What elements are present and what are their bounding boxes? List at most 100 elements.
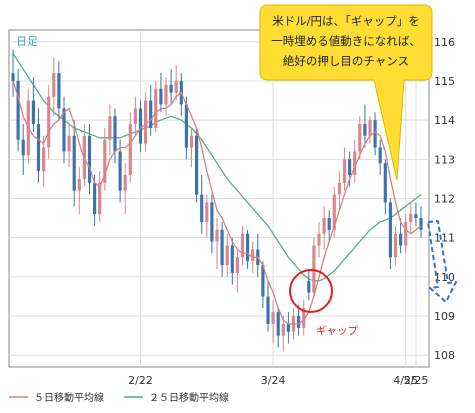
callout-line-1: 米ドル/円は、「ギャップ」を (272, 14, 420, 28)
candle-body-64 (337, 182, 341, 195)
candle-body-52 (276, 312, 280, 336)
candles-layer (11, 49, 423, 352)
candle-body-60 (317, 233, 321, 246)
candle-body-27 (149, 100, 153, 128)
candle-body-46 (246, 233, 250, 262)
candle-body-41 (220, 229, 224, 266)
candle-body-70 (368, 120, 372, 136)
ma25-line (12, 53, 422, 282)
candle-body-79 (414, 214, 418, 219)
candle-body-35 (189, 135, 194, 148)
candle-body-47 (251, 249, 255, 262)
candle-body-15 (87, 135, 92, 183)
candle-body-34 (184, 104, 188, 148)
legend-ma25-label: ２５日移動平均線 (149, 391, 229, 404)
candle-body-40 (215, 229, 219, 242)
candle-body-25 (138, 108, 143, 144)
candle-body-59 (312, 245, 316, 293)
candle-body-23 (128, 124, 132, 175)
candle-body-0 (11, 73, 15, 81)
candle-body-37 (200, 194, 204, 223)
timeframe-label: 日足 (16, 35, 38, 48)
candle-body-18 (103, 139, 107, 183)
candle-body-53 (281, 323, 285, 336)
candle-body-6 (42, 147, 46, 172)
y-axis: 108 109 110 111 112 113 114 115 116 (434, 36, 455, 362)
candle-body-4 (31, 100, 35, 125)
candle-body-51 (271, 312, 275, 324)
candle-body-66 (348, 159, 352, 175)
candle-body-29 (159, 88, 163, 105)
y-tick-label-108: 108 (434, 349, 455, 362)
candle-body-20 (113, 116, 117, 152)
candle-body-76 (399, 233, 403, 246)
y-tick-label-114: 114 (434, 114, 455, 127)
candle-body-22 (123, 174, 127, 191)
candle-body-36 (195, 135, 199, 195)
candle-body-49 (261, 265, 265, 297)
candle-body-26 (144, 100, 148, 144)
candle-body-78 (409, 214, 413, 223)
candle-body-74 (388, 202, 392, 258)
candle-body-10 (62, 108, 66, 152)
callout-line-2: 一時埋める値動きになれば、 (271, 34, 421, 48)
x-tick-label-0: 2/22 (128, 374, 153, 387)
candle-body-75 (393, 233, 398, 258)
candle-body-54 (286, 323, 290, 332)
candle-body-30 (164, 84, 168, 105)
y-tick-label-116: 116 (434, 36, 455, 49)
candle-body-56 (297, 316, 301, 328)
candle-body-65 (342, 159, 347, 183)
candle-body-19 (108, 116, 112, 140)
gap-highlight-circle (289, 269, 333, 313)
candle-body-5 (36, 124, 41, 172)
candle-body-12 (72, 135, 76, 191)
ma5-line (12, 80, 422, 325)
candle-body-16 (93, 182, 97, 215)
candle-body-9 (57, 73, 61, 109)
candle-body-72 (378, 147, 382, 164)
grid-lines (9, 30, 429, 367)
y-tick-label-111: 111 (434, 232, 455, 245)
y-tick-label-109: 109 (434, 310, 455, 323)
candle-body-61 (322, 218, 326, 234)
candle-body-67 (353, 151, 357, 175)
x-axis: 2/22 3/24 4/255/25 (128, 374, 428, 387)
candle-body-11 (67, 135, 71, 152)
candle-body-43 (230, 245, 234, 273)
candle-body-69 (363, 124, 367, 136)
gap-label: ギャップ (316, 325, 358, 337)
callout-bubble (259, 4, 433, 181)
candle-body-73 (383, 163, 387, 203)
candle-body-63 (332, 194, 336, 230)
legend-ma5-label: ５日移動平均線 (34, 391, 104, 404)
candle-body-39 (210, 202, 214, 242)
candle-body-2 (21, 139, 25, 156)
ma5-layer (12, 80, 422, 325)
y-tick-label-110: 110 (434, 271, 455, 284)
candle-body-42 (225, 245, 229, 266)
candle-body-80 (419, 218, 423, 230)
candle-body-71 (373, 120, 377, 148)
candle-body-38 (205, 202, 209, 223)
candle-body-17 (98, 182, 102, 215)
candle-body-8 (52, 73, 56, 97)
candle-body-7 (47, 96, 51, 148)
candle-body-28 (154, 88, 158, 128)
candle-body-58 (307, 280, 311, 293)
candle-body-50 (266, 296, 270, 324)
forecast-arrow (427, 220, 457, 303)
candle-body-77 (404, 222, 408, 246)
candle-body-21 (118, 151, 122, 191)
ma25-layer (12, 53, 422, 282)
candle-body-68 (358, 124, 362, 152)
x-tick-label-1: 3/24 (261, 374, 286, 387)
candle-body-31 (169, 84, 173, 93)
candle-body-45 (240, 233, 245, 258)
callout-line-3: 絶好の押し目のチャンス (283, 54, 409, 68)
x-tick-label-3: 5/25 (404, 374, 429, 387)
candle-body-1 (16, 80, 20, 140)
candle-body-24 (133, 108, 137, 125)
